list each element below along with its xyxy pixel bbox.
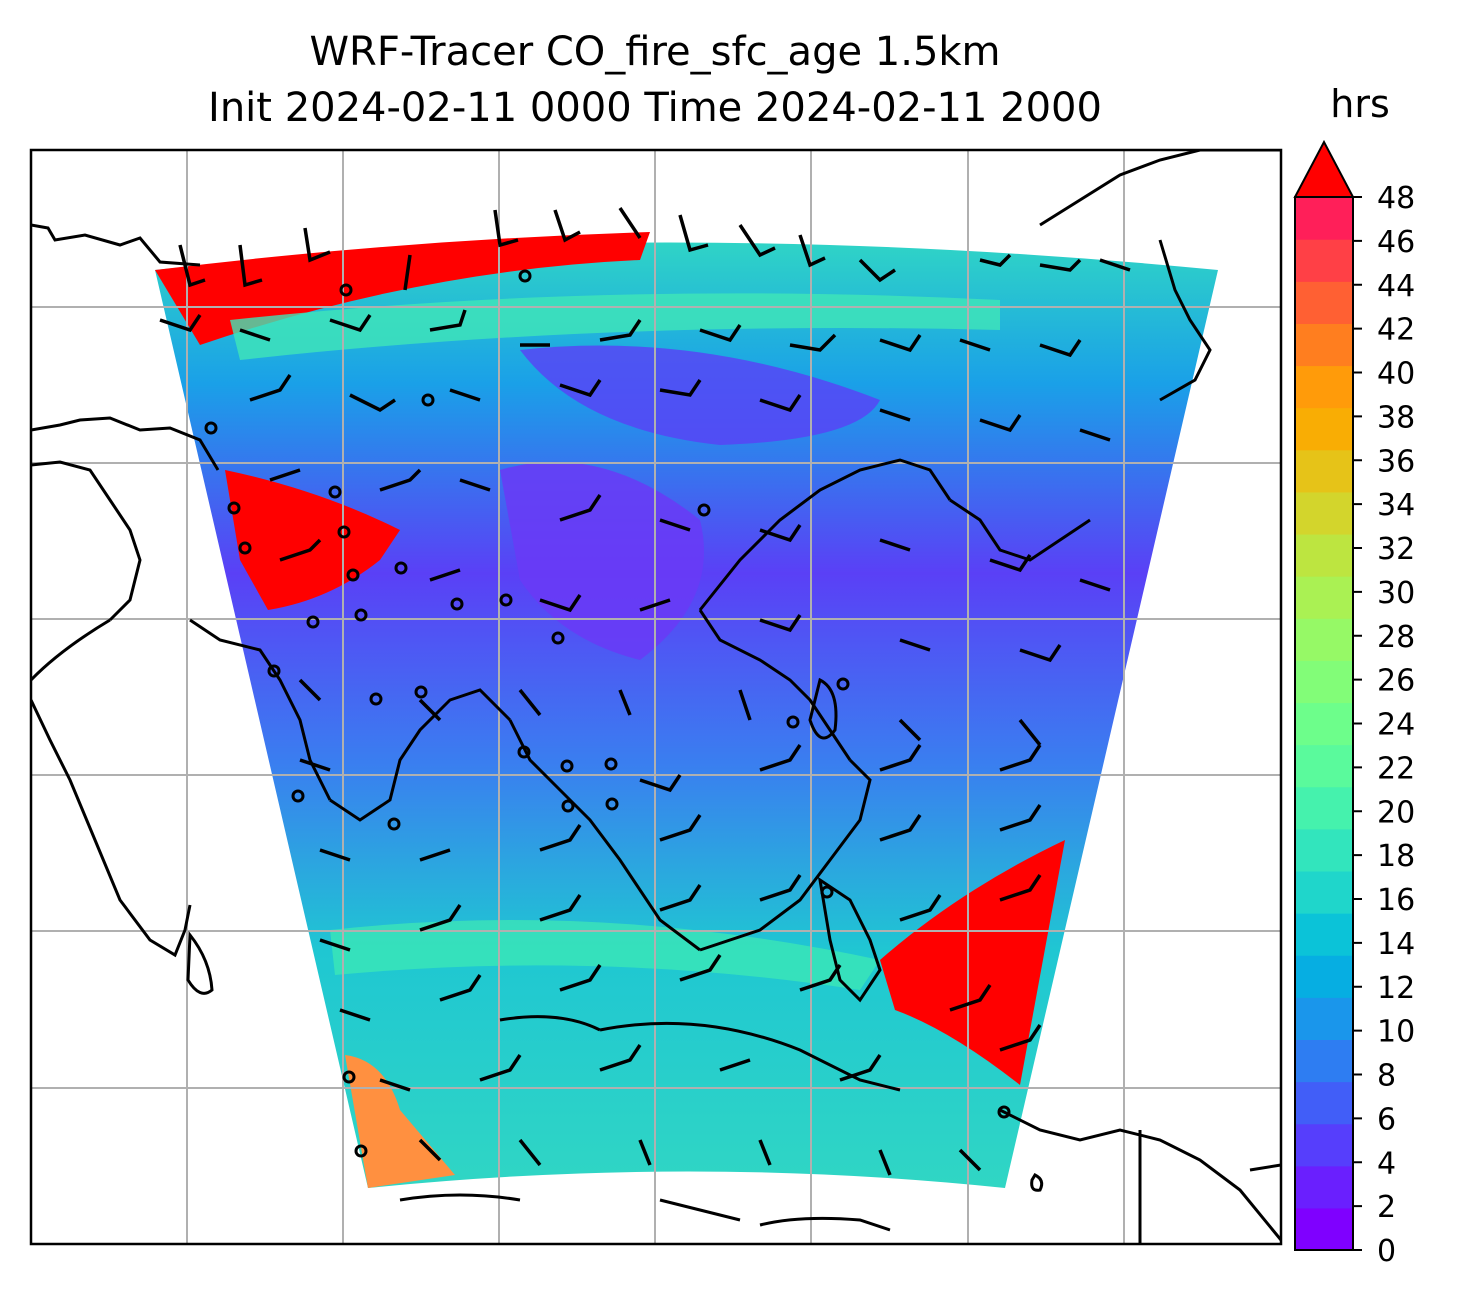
chart-title-line2: Init 2024-02-11 0000 Time 2024-02-11 200… <box>208 85 1102 131</box>
colorbar-tick-label: 10 <box>1377 1015 1415 1050</box>
colorbar-tick-label: 4 <box>1377 1146 1396 1181</box>
colorbar-tick-label: 32 <box>1377 532 1415 567</box>
colorbar-band <box>1295 828 1353 872</box>
colorbar-band <box>1295 576 1353 619</box>
colorbar-tick-label: 48 <box>1377 181 1415 216</box>
colorbar-tick-label: 18 <box>1377 839 1415 874</box>
colorbar-band <box>1295 239 1353 282</box>
colorbar-band <box>1295 281 1353 324</box>
colorbar-tick-label: 30 <box>1377 576 1415 611</box>
colorbar: 0246810121416182022242628303234363840424… <box>1293 139 1415 1269</box>
colorbar-tick-label: 6 <box>1377 1102 1396 1137</box>
colorbar-tick-label: 22 <box>1377 751 1415 786</box>
calm-wind-circles <box>204 269 1011 1158</box>
colorbar-band <box>1295 660 1353 704</box>
colorbar-band <box>1295 449 1353 493</box>
mid-age-band-south <box>330 920 880 990</box>
wind-barbs <box>159 207 1131 1176</box>
colorbar-band <box>1295 407 1353 451</box>
colorbar-band <box>1295 323 1353 367</box>
gridlines <box>31 150 1281 1244</box>
colorbar-tick-label: 42 <box>1377 313 1415 348</box>
colorbar-tick-label: 2 <box>1377 1190 1396 1225</box>
colorbar-band <box>1295 913 1353 956</box>
colorbar-band <box>1295 997 1353 1040</box>
colorbar-tick-label: 0 <box>1377 1234 1396 1269</box>
colorbar-tick-label: 34 <box>1377 488 1415 523</box>
colorbar-band <box>1295 618 1353 661</box>
colorbar-band <box>1295 1207 1353 1251</box>
colorbar-band <box>1295 533 1353 577</box>
low-age-patch-central <box>500 461 704 660</box>
colorbar-tick-label: 28 <box>1377 620 1415 655</box>
colorbar-band <box>1295 1081 1353 1125</box>
colorbar-tick-label: 14 <box>1377 927 1415 962</box>
chart-title-line1: WRF-Tracer CO_fire_sfc_age 1.5km <box>309 29 1001 75</box>
colorbar-tick-label: 8 <box>1377 1059 1396 1094</box>
map-frame <box>29 148 1283 1246</box>
colorbar-tick-label: 26 <box>1377 664 1415 699</box>
colorbar-unit-label: hrs <box>1330 82 1390 126</box>
colorbar-tick-label: 38 <box>1377 400 1415 435</box>
colorbar-band <box>1295 744 1353 788</box>
colorbar-band <box>1295 786 1353 830</box>
coastlines <box>31 150 1281 1244</box>
mid-age-band-north <box>230 293 1000 360</box>
colorbar-tick-label: 40 <box>1377 357 1415 392</box>
colorbar-extend-arrow <box>1293 139 1355 198</box>
colorbar-tick-label: 44 <box>1377 269 1415 304</box>
colorbar-band <box>1295 365 1353 409</box>
colorbar-tick-label: 24 <box>1377 708 1415 743</box>
low-age-patch-north <box>520 345 880 445</box>
old-air-region-west <box>225 470 400 610</box>
colorbar-tick-label: 16 <box>1377 883 1415 918</box>
colorbar-band <box>1295 491 1353 535</box>
colorbar-tick-label: 20 <box>1377 795 1415 830</box>
colorbar-tick-label: 46 <box>1377 225 1415 260</box>
colorbar-band <box>1295 870 1353 914</box>
colorbar-tick-label: 12 <box>1377 971 1415 1006</box>
colorbar-band <box>1295 955 1353 998</box>
colorbar-band <box>1295 702 1353 746</box>
colorbar-band <box>1295 1123 1353 1167</box>
colorbar-band <box>1295 1165 1353 1209</box>
colorbar-tick-label: 36 <box>1377 444 1415 479</box>
old-air-region-southeast <box>880 840 1065 1085</box>
colorbar-band <box>1295 197 1353 240</box>
colorbar-band <box>1295 1039 1353 1083</box>
